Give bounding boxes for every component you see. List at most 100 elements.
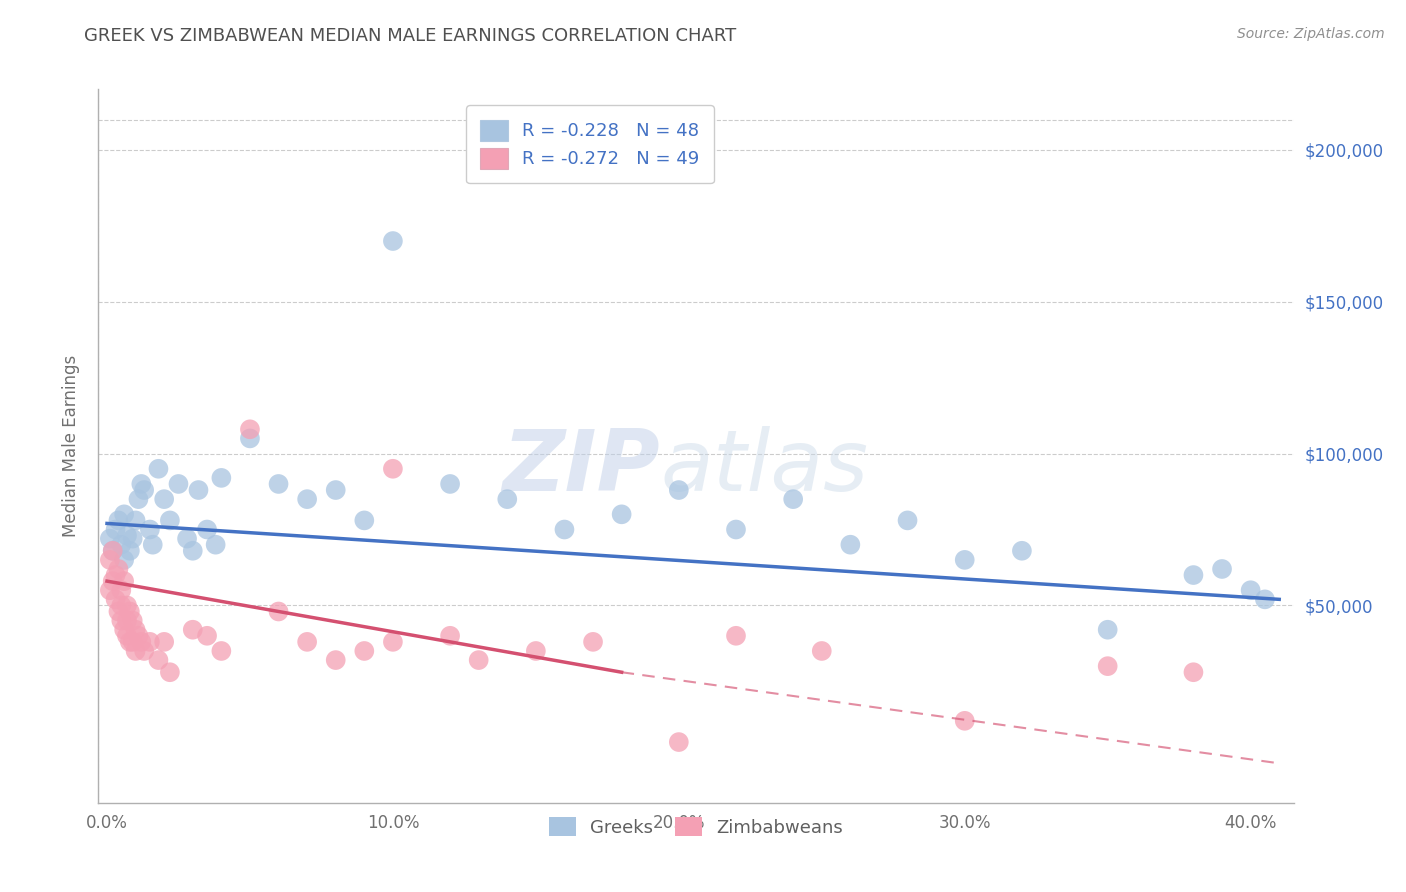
Point bbox=[142, 538, 165, 552]
Point bbox=[204, 538, 226, 552]
Point bbox=[176, 532, 198, 546]
Point bbox=[1254, 592, 1277, 607]
Point bbox=[267, 605, 290, 619]
Point bbox=[101, 574, 124, 588]
Point bbox=[195, 629, 218, 643]
Point bbox=[181, 623, 204, 637]
Point bbox=[98, 553, 121, 567]
Point bbox=[98, 583, 121, 598]
Point bbox=[610, 508, 633, 522]
Point bbox=[953, 553, 976, 567]
Point bbox=[1182, 568, 1205, 582]
Point bbox=[112, 574, 135, 588]
Point bbox=[115, 629, 138, 643]
Point bbox=[496, 492, 519, 507]
Point bbox=[104, 592, 127, 607]
Point bbox=[1239, 583, 1261, 598]
Point bbox=[209, 471, 232, 485]
Point bbox=[110, 538, 132, 552]
Point bbox=[153, 492, 176, 507]
Point bbox=[112, 623, 135, 637]
Point bbox=[112, 508, 135, 522]
Point bbox=[159, 665, 181, 680]
Point bbox=[524, 644, 547, 658]
Point bbox=[134, 483, 156, 497]
Point bbox=[839, 538, 862, 552]
Point bbox=[107, 513, 129, 527]
Point bbox=[1011, 543, 1033, 558]
Point bbox=[439, 477, 461, 491]
Point bbox=[148, 462, 170, 476]
Point bbox=[782, 492, 804, 507]
Point bbox=[148, 653, 170, 667]
Point bbox=[353, 644, 375, 658]
Point bbox=[110, 614, 132, 628]
Point bbox=[381, 234, 404, 248]
Point bbox=[325, 653, 347, 667]
Point bbox=[724, 629, 747, 643]
Point bbox=[1211, 562, 1233, 576]
Point bbox=[107, 605, 129, 619]
Point bbox=[118, 543, 141, 558]
Point bbox=[118, 605, 141, 619]
Point bbox=[134, 644, 156, 658]
Point bbox=[181, 543, 204, 558]
Point bbox=[381, 635, 404, 649]
Point bbox=[267, 477, 290, 491]
Point bbox=[107, 562, 129, 576]
Point bbox=[953, 714, 976, 728]
Point bbox=[124, 644, 146, 658]
Text: atlas: atlas bbox=[661, 425, 868, 509]
Point bbox=[115, 599, 138, 613]
Y-axis label: Median Male Earnings: Median Male Earnings bbox=[62, 355, 80, 537]
Point bbox=[121, 614, 143, 628]
Text: GREEK VS ZIMBABWEAN MEDIAN MALE EARNINGS CORRELATION CHART: GREEK VS ZIMBABWEAN MEDIAN MALE EARNINGS… bbox=[84, 27, 737, 45]
Point bbox=[110, 583, 132, 598]
Point bbox=[127, 629, 149, 643]
Point bbox=[668, 735, 690, 749]
Point bbox=[110, 599, 132, 613]
Point bbox=[896, 513, 918, 527]
Point bbox=[167, 477, 190, 491]
Point bbox=[139, 635, 162, 649]
Point bbox=[553, 523, 575, 537]
Point bbox=[381, 462, 404, 476]
Text: ZIP: ZIP bbox=[502, 425, 661, 509]
Point bbox=[582, 635, 605, 649]
Point bbox=[115, 528, 138, 542]
Point bbox=[121, 635, 143, 649]
Point bbox=[1097, 659, 1119, 673]
Point bbox=[159, 513, 181, 527]
Text: Source: ZipAtlas.com: Source: ZipAtlas.com bbox=[1237, 27, 1385, 41]
Point bbox=[295, 492, 318, 507]
Point bbox=[325, 483, 347, 497]
Point bbox=[104, 523, 127, 537]
Point bbox=[239, 431, 262, 445]
Point bbox=[1182, 665, 1205, 680]
Point bbox=[112, 553, 135, 567]
Point bbox=[724, 523, 747, 537]
Point bbox=[127, 492, 149, 507]
Point bbox=[195, 523, 218, 537]
Point bbox=[187, 483, 209, 497]
Point bbox=[115, 614, 138, 628]
Point bbox=[353, 513, 375, 527]
Point bbox=[668, 483, 690, 497]
Point bbox=[98, 532, 121, 546]
Point bbox=[153, 635, 176, 649]
Point bbox=[810, 644, 832, 658]
Point bbox=[209, 644, 232, 658]
Legend: Greeks, Zimbabweans: Greeks, Zimbabweans bbox=[541, 809, 851, 844]
Point bbox=[124, 623, 146, 637]
Point bbox=[101, 543, 124, 558]
Point bbox=[101, 543, 124, 558]
Point bbox=[467, 653, 489, 667]
Point bbox=[295, 635, 318, 649]
Point bbox=[104, 568, 127, 582]
Point bbox=[239, 422, 262, 436]
Point bbox=[131, 635, 153, 649]
Point bbox=[1097, 623, 1119, 637]
Point bbox=[118, 635, 141, 649]
Point bbox=[439, 629, 461, 643]
Point bbox=[121, 532, 143, 546]
